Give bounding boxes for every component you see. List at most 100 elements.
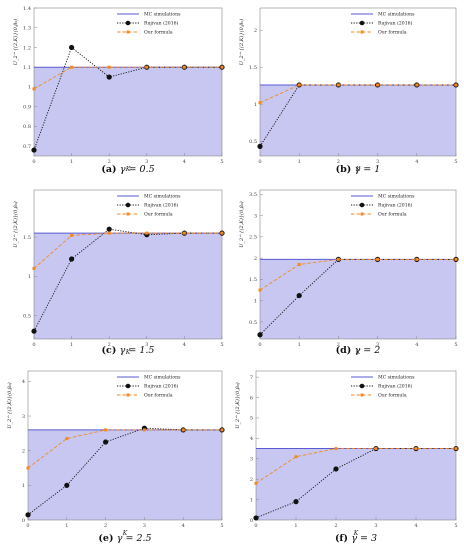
mc-area-fill <box>260 259 456 339</box>
point-rujivan <box>296 292 302 299</box>
legend-marker-ours <box>360 393 364 397</box>
legend-marker-ours <box>126 212 130 216</box>
y-tick-label: 0.9 <box>23 104 31 110</box>
y-tick-label: 2.5 <box>249 235 257 241</box>
point-rujivan <box>257 143 263 149</box>
caption-label: (a) <box>101 164 119 175</box>
x-axis-label: K <box>125 349 131 356</box>
y-tick-label: 2 <box>254 28 257 34</box>
y-tick-label: 0.8 <box>23 124 31 130</box>
legend-label-rujivan: Rujivan (2016) <box>144 383 179 390</box>
mc-area-fill <box>256 448 456 520</box>
point-ours <box>220 428 224 432</box>
y-tick-label: 1 <box>254 298 257 304</box>
point-rujivan <box>106 74 112 80</box>
x-tick-label: 3 <box>376 159 379 165</box>
legend-label-rujivan: Rujivan (2016) <box>144 20 179 27</box>
point-rujivan <box>103 439 109 445</box>
x-tick-label: 5 <box>454 523 457 529</box>
y-tick-label: 3 <box>250 457 253 463</box>
legend-label-ours: Our formula <box>144 30 173 36</box>
point-rujivan <box>257 332 263 338</box>
legend-marker-ours <box>126 393 130 397</box>
plot-frame <box>259 7 457 157</box>
legend-label-mc: MC simulations <box>144 12 181 18</box>
plot-frame <box>255 370 457 521</box>
point-ours <box>70 233 74 237</box>
panel-caption: (e) γ = 2.5 <box>98 533 151 544</box>
y-tick-label: 0 <box>250 518 253 524</box>
point-ours <box>454 83 458 87</box>
point-ours <box>181 428 185 432</box>
point-ours <box>297 263 301 266</box>
legend-label-ours: Our formula <box>378 393 407 399</box>
y-tick-label: 1.3 <box>23 26 31 32</box>
point-ours <box>107 65 111 69</box>
point-ours <box>70 65 74 69</box>
point-ours <box>258 101 262 105</box>
y-axis-label: U_2^{(2,K)}(0,β₀) <box>6 382 13 428</box>
y-tick-label: 1 <box>250 497 253 503</box>
legend-marker-ours <box>360 212 364 216</box>
y-tick-label: 1 <box>254 102 257 108</box>
y-tick-label: 1.5 <box>249 277 257 283</box>
x-tick-label: 3 <box>143 523 146 529</box>
x-axis-label: K <box>355 166 361 173</box>
legend-marker-rujivan <box>359 383 365 389</box>
legend-marker-rujivan <box>125 383 131 389</box>
y-tick-label: 2 <box>22 448 25 454</box>
y-tick-label: 1 <box>28 274 31 280</box>
caption-label: (b) <box>336 164 355 175</box>
y-tick-label: 3 <box>22 414 25 420</box>
caption-label: (d) <box>336 345 355 356</box>
y-axis-label: U_2^{(2,K)}(0,β₀) <box>238 201 245 247</box>
y-tick-label: 3 <box>254 213 257 219</box>
y-axis-label: U_2^{(2,K)}(0,β₀) <box>12 19 19 65</box>
x-tick-label: 3 <box>145 342 148 348</box>
caption-text: γ = 1 <box>355 164 381 175</box>
point-ours <box>182 231 186 235</box>
point-ours <box>415 257 419 261</box>
x-tick-label: 4 <box>415 159 418 165</box>
panel-caption: (d) γ = 2 <box>336 345 381 356</box>
plot-frame <box>33 189 223 340</box>
x-tick-label: 2 <box>337 342 340 348</box>
panel-caption: (b) γ = 1 <box>336 164 381 175</box>
x-tick-label: 3 <box>376 342 379 348</box>
caption-text: γ = 0.5 <box>120 164 155 175</box>
point-ours <box>294 455 298 459</box>
x-tick-label: 1 <box>70 342 73 348</box>
x-tick-label: 1 <box>70 159 73 165</box>
y-tick-label: 0 <box>22 518 25 524</box>
point-ours <box>258 288 262 292</box>
x-tick-label: 4 <box>414 523 417 529</box>
point-rujivan <box>69 256 75 262</box>
point-ours <box>454 257 458 261</box>
x-tick-label: 2 <box>337 159 340 165</box>
x-tick-label: 5 <box>220 342 223 348</box>
point-ours <box>32 87 36 91</box>
x-tick-label: 2 <box>334 523 337 529</box>
legend-marker-ours <box>360 30 364 34</box>
plot-frame <box>33 7 223 157</box>
chart-panel-1: 0.7 0.8 0.9 1 1.1 1.2 1.3 1.4 0 1 2 3 4 5 K U_2^{(2,K)}… <box>12 6 225 175</box>
point-ours <box>336 83 340 87</box>
panel-caption: (c) γ = 1.5 <box>102 345 155 356</box>
y-axis-label: U_2^{(2,K)}(0,β₀) <box>234 382 241 428</box>
point-rujivan <box>293 499 299 505</box>
y-tick-label: 5 <box>250 416 253 422</box>
series-line-ours <box>33 232 222 269</box>
mc-area-fill <box>260 84 456 156</box>
legend-label-ours: Our formula <box>378 30 407 36</box>
x-axis-label: K <box>125 166 131 173</box>
legend-label-mc: MC simulations <box>378 194 415 200</box>
x-tick-label: 1 <box>65 523 68 529</box>
y-tick-label: 0.5 <box>23 313 31 319</box>
point-ours <box>145 231 149 235</box>
chart-panel-4: 0.5 1 1.5 2 2.5 3 3.5 0 1 2 3 4 5 K U_2^{(2,K)}(0,β₀) M… <box>238 189 459 356</box>
series-line-ours <box>27 429 222 469</box>
x-tick-label: 1 <box>298 342 301 348</box>
y-tick-label: 0.7 <box>23 144 31 150</box>
point-rujivan <box>253 515 259 521</box>
